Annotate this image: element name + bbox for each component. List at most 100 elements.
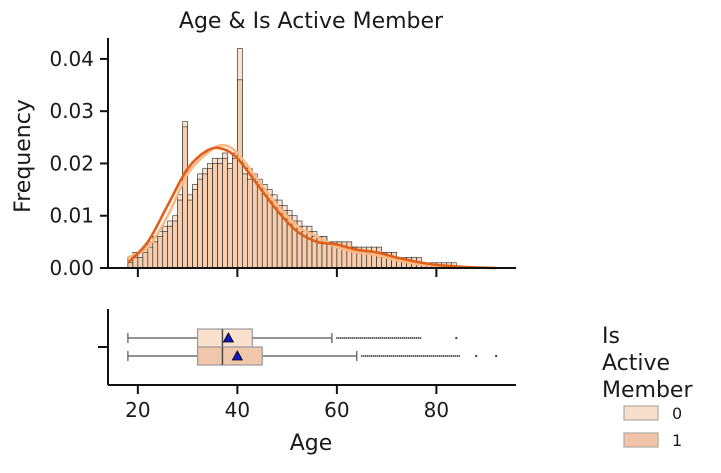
x-tick-label: 60 [324, 398, 349, 422]
hist-bar-1-33 [202, 173, 208, 269]
flier-0 [377, 337, 380, 339]
flier-0 [351, 337, 354, 339]
x-axis-label: Age [290, 431, 333, 456]
hist-bar-1-40 [237, 79, 243, 269]
flier-0 [357, 337, 360, 339]
flier-0 [395, 337, 398, 339]
hist-bar-1-21 [142, 252, 149, 269]
flier-0 [391, 337, 394, 339]
chart-title: Age & Is Active Member [179, 9, 444, 34]
flier-1 [475, 354, 478, 358]
flier-0 [359, 337, 362, 339]
flier-0 [401, 337, 404, 339]
flier-1 [410, 355, 413, 357]
flier-0 [419, 337, 422, 339]
flier-1 [414, 355, 417, 357]
hist-bar-1-27 [172, 220, 178, 269]
mean-marker-0 [222, 332, 235, 343]
hist-bar-1-32 [197, 178, 203, 269]
legend-title-line: Is [602, 324, 620, 349]
flier-0 [363, 337, 366, 339]
hist-bar-1-25 [162, 231, 169, 269]
flier-1 [390, 355, 393, 357]
flier-1 [440, 355, 443, 357]
flier-1 [458, 355, 461, 357]
flier-0 [337, 337, 340, 339]
flier-1 [456, 355, 459, 357]
flier-0 [381, 337, 384, 339]
flier-1 [406, 355, 409, 357]
y-tick-label: 0.03 [49, 99, 94, 123]
flier-0 [385, 337, 388, 339]
flier-1 [396, 355, 399, 357]
flier-1 [454, 355, 457, 357]
flier-0 [405, 337, 408, 339]
flier-0 [339, 337, 342, 339]
hist-bar-1-45 [261, 189, 268, 269]
hist-bar-1-23 [152, 241, 159, 269]
flier-0 [355, 337, 358, 339]
flier-0 [367, 337, 370, 339]
flier-0 [347, 337, 350, 339]
flier-1 [424, 355, 427, 357]
flier-0 [353, 337, 356, 339]
flier-0 [399, 337, 402, 339]
flier-0 [361, 337, 364, 339]
box-0 [196, 328, 253, 348]
flier-1 [388, 355, 391, 357]
flier-0 [375, 337, 378, 339]
flier-0 [365, 337, 368, 339]
hist-bar-1-62 [346, 241, 353, 269]
flier-1 [448, 355, 451, 357]
hist-bar-1-29 [182, 126, 188, 269]
flier-1 [364, 355, 367, 357]
flier-1 [392, 355, 395, 357]
hist-bar-1-44 [256, 184, 263, 269]
flier-1 [380, 355, 383, 357]
flier-0 [415, 337, 418, 339]
y-tick-label: 0.01 [49, 204, 94, 228]
flier-1 [368, 355, 371, 357]
flier-1 [398, 355, 401, 357]
flier-1 [412, 355, 415, 357]
legend-swatch-1 [623, 432, 659, 448]
flier-1 [362, 355, 365, 357]
flier-0 [417, 337, 420, 339]
flier-1 [446, 355, 449, 357]
histogram-axes: 0.00 0.01 0.02 0.03 0.04 [49, 38, 516, 280]
x-tick-label: 20 [125, 398, 150, 422]
hist-bar-1-34 [207, 168, 213, 269]
boxplot-panel [127, 328, 498, 366]
y-tick-label: 0.02 [49, 151, 94, 175]
hist-bar-1-39 [232, 157, 238, 269]
hist-bar-1-46 [266, 194, 273, 269]
flier-1 [420, 355, 423, 357]
hist-bar-1-38 [227, 168, 233, 269]
hist-bar-1-36 [217, 163, 223, 269]
flier-0 [383, 337, 386, 339]
flier-0 [349, 337, 352, 339]
flier-0 [379, 337, 382, 339]
flier-1 [444, 355, 447, 357]
flier-0 [407, 337, 410, 339]
flier-1 [378, 355, 381, 357]
hist-bar-1-20 [137, 257, 144, 269]
kde-line-0 [127, 143, 477, 270]
flier-1 [434, 355, 437, 357]
flier-1 [442, 355, 445, 357]
y-tick-label: 0.00 [49, 256, 94, 280]
flier-1 [360, 355, 363, 357]
flier-0 [373, 337, 376, 339]
flier-1 [402, 355, 405, 357]
flier-1 [418, 355, 421, 357]
flier-1 [372, 355, 375, 357]
flier-1 [450, 355, 453, 357]
legend-title-line: Active [602, 351, 670, 376]
y-axis-label: Frequency [11, 99, 36, 213]
hist-bar-1-31 [192, 189, 198, 269]
flier-0 [371, 337, 374, 339]
flier-0 [455, 336, 458, 340]
legend-label-0: 0 [672, 404, 682, 423]
flier-0 [397, 337, 400, 339]
